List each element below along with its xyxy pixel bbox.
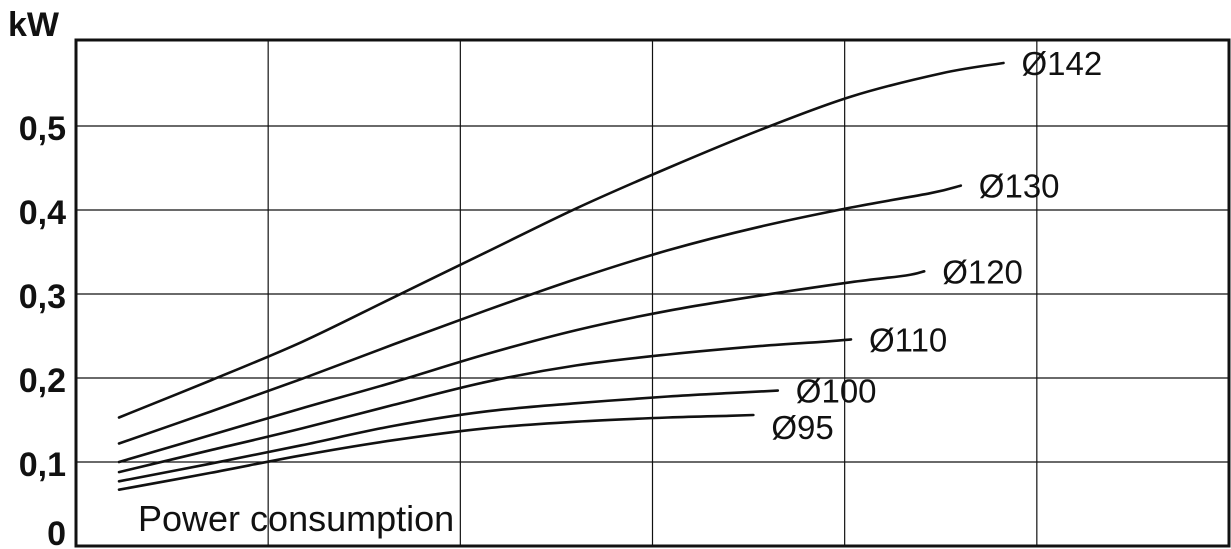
series-label: Ø120 bbox=[942, 253, 1023, 290]
series-curve bbox=[117, 389, 780, 483]
power-consumption-caption: Power consumption bbox=[138, 498, 454, 539]
grid bbox=[76, 40, 1229, 546]
series-label: Ø130 bbox=[979, 168, 1060, 205]
series-label: Ø95 bbox=[771, 409, 833, 446]
y-tick-label: 0 bbox=[47, 515, 66, 549]
plot-frame bbox=[74, 38, 1231, 548]
y-tick-label: 0,3 bbox=[19, 278, 66, 316]
y-axis-unit-label: kW bbox=[8, 6, 60, 44]
y-tick-labels: 0,5 0,4 0,3 0,2 0,1 0 bbox=[19, 110, 66, 549]
series-label: Ø142 bbox=[1022, 45, 1103, 82]
series-label: Ø100 bbox=[796, 373, 877, 410]
curves bbox=[117, 61, 1005, 491]
series-curve bbox=[117, 413, 755, 491]
series-curve bbox=[117, 61, 1005, 419]
y-tick-label: 0,1 bbox=[19, 446, 66, 484]
series-curve bbox=[117, 184, 963, 445]
series-curve bbox=[117, 270, 926, 464]
y-tick-label: 0,4 bbox=[19, 194, 66, 232]
series-curve bbox=[117, 338, 853, 474]
y-tick-label: 0,5 bbox=[19, 110, 66, 148]
y-tick-label: 0,2 bbox=[19, 362, 66, 400]
series-label: Ø110 bbox=[869, 321, 947, 358]
